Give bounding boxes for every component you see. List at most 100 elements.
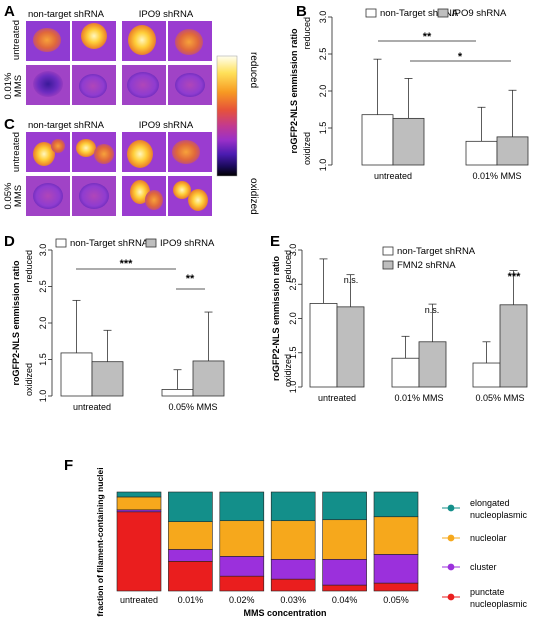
D-legend-label: non-Target shRNA: [70, 238, 149, 249]
E-y-tick-label: 2.5: [288, 278, 298, 291]
D-y-label-top: reduced: [24, 250, 34, 283]
F-stack-segment: [373, 554, 419, 584]
F-stack-segment: [270, 578, 316, 592]
micro-C-col-right: IPO9 shRNA: [139, 120, 194, 131]
F-x-tick-label: 0.02%: [229, 595, 255, 605]
E-legend-swatch: [382, 246, 394, 256]
panel-letter-E: E: [270, 233, 280, 250]
D-y-tick-label: 1.0: [38, 390, 48, 403]
D-sig-label: ***: [120, 258, 134, 270]
F-x-tick-label: untreated: [120, 595, 158, 605]
B-y-tick-label: 2.5: [318, 48, 328, 61]
panel-letter-C: C: [4, 116, 15, 133]
B-sig-label: **: [423, 31, 432, 43]
F-stack-segment: [373, 582, 419, 592]
D-y-tick-label: 3.0: [38, 244, 48, 257]
F-stack-segment: [373, 516, 419, 555]
F-stack-segment: [168, 549, 213, 562]
F-y-label: fraction of filament-containing nuclei: [95, 467, 105, 616]
D-y-label: roGFP2-NLS emmission ratio: [11, 260, 21, 386]
B-y-tick-label: 3.0: [318, 11, 328, 24]
F-stack-segment: [322, 519, 367, 560]
F-stack-segment: [322, 584, 367, 592]
E-sig-label: n.s.: [425, 305, 440, 315]
F-stack-segment: [219, 491, 265, 522]
colorbar: reduced oxidized: [216, 52, 259, 215]
F-stack-segment: [322, 491, 367, 521]
F-x-tick-label: 0.05%: [383, 595, 409, 605]
D-y-label-bottom: oxidized: [24, 363, 34, 396]
F-stack-segment: [322, 559, 367, 586]
F-x-tick-label: 0.01%: [178, 595, 204, 605]
micro-A-row-bottom-1: 0.01%: [3, 72, 14, 99]
panel-letter-D: D: [4, 233, 15, 250]
B-y-label-bottom: oxidized: [302, 132, 312, 165]
D-x-tick-label: 0.05% MMS: [168, 402, 217, 412]
E-y-tick-label: 3.0: [288, 244, 298, 257]
micro-C-row-bottom-1: 0.05%: [3, 182, 14, 209]
B-sig-label: *: [458, 51, 463, 63]
F-x-label: MMS concentration: [243, 608, 326, 618]
panel-letter-A: A: [4, 3, 15, 20]
F-legend-label: elongated: [470, 498, 510, 508]
F-legend-label-2: nucleoplasmic: [470, 599, 528, 609]
E-y-tick-label: 2.0: [288, 312, 298, 325]
colorbar-gradient: [216, 55, 238, 177]
E-bar: [499, 304, 528, 388]
E-bar: [336, 306, 365, 388]
F-stack-segment: [270, 520, 316, 560]
D-y-tick-label: 2.5: [38, 280, 48, 293]
D-sig-label: **: [186, 273, 195, 285]
B-legend-label: non-Target shRNA: [380, 8, 459, 19]
D-bar: [60, 352, 93, 397]
micro-C-row-bottom-2: MMS: [13, 185, 24, 207]
E-x-tick-label: 0.01% MMS: [394, 393, 443, 403]
D-legend-label: IPO9 shRNA: [160, 238, 215, 249]
F-stack-segment: [168, 521, 213, 550]
B-bar: [392, 117, 425, 166]
E-bar: [309, 303, 338, 388]
F-legend-label: punctate: [470, 587, 505, 597]
F-stack-segment: [373, 491, 419, 518]
B-y-label: roGFP2-NLS emmission ratio: [289, 28, 299, 154]
B-y-tick-label: 1.0: [318, 159, 328, 172]
B-y-tick-label: 2.0: [318, 85, 328, 98]
D-y-tick-label: 1.5: [38, 353, 48, 366]
chart-D: 1.0 1.5 2.0 2.5 3.0 roGFP2-NLS emmission rati…: [11, 238, 225, 412]
F-legend-marker: [447, 563, 455, 571]
D-y-tick-label: 2.0: [38, 317, 48, 330]
D-bar: [91, 361, 124, 397]
E-legend-label: non-Target shRNA: [397, 246, 476, 257]
micro-A-row-bottom-2: MMS: [13, 75, 24, 97]
F-stack-segment: [116, 491, 162, 498]
F-stack-segment: [116, 496, 162, 511]
E-x-tick-label: 0.05% MMS: [475, 393, 524, 403]
B-legend-swatch: [437, 8, 449, 18]
B-bar: [465, 140, 498, 166]
F-legend-marker: [447, 534, 455, 542]
micro-C-row-top: untreated: [11, 132, 22, 172]
B-y-label-top: reduced: [302, 17, 312, 50]
B-legend-label: IPO9 shRNA: [452, 8, 507, 19]
F-stack-segment: [168, 491, 213, 523]
B-x-tick-label: 0.01% MMS: [472, 171, 521, 181]
D-legend-swatch: [145, 238, 157, 248]
B-bar: [496, 136, 529, 166]
E-bar: [391, 357, 420, 388]
D-bar: [192, 360, 225, 397]
E-y-label-bottom: oxidized: [283, 354, 293, 387]
E-sig-label: ***: [508, 271, 522, 283]
micro-A-col-left: non-target shRNA: [28, 9, 105, 20]
E-x-tick-label: untreated: [318, 393, 356, 403]
F-stack-segment: [219, 556, 265, 577]
F-stack-segment: [270, 559, 316, 580]
colorbar-top-label: reduced: [248, 52, 259, 88]
E-y-tick-label: 1.0: [288, 381, 298, 394]
E-y-tick-label: 1.5: [288, 346, 298, 359]
F-legend-label: nucleolar: [470, 533, 507, 543]
E-y-label: roGFP2-NLS emmission ratio: [271, 255, 281, 381]
F-stack-segment: [168, 560, 213, 592]
F-legend-marker: [447, 593, 455, 601]
F-legend-marker: [447, 504, 455, 512]
